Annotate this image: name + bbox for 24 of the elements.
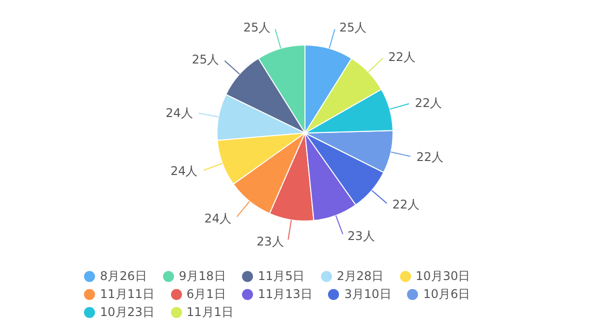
legend-label: 11月13日 — [256, 286, 312, 303]
data-label: 24人 — [170, 164, 198, 178]
data-label: 23人 — [348, 229, 375, 244]
legend-label: 11月5日 — [256, 268, 305, 285]
data-label: 24人 — [166, 106, 193, 120]
legend-label: 9月18日 — [178, 268, 226, 285]
data-label: 25人 — [339, 20, 367, 34]
legend-label: 11月1日 — [186, 304, 234, 321]
legend-label: 3月10日 — [343, 286, 392, 303]
data-label: 25人 — [243, 20, 271, 34]
data-label: 22人 — [414, 96, 442, 110]
data-label: 24人 — [204, 211, 232, 226]
legend-label: 11月11日 — [99, 286, 155, 303]
data-label: 22人 — [392, 198, 420, 212]
legend-label: 8月26日 — [99, 268, 147, 285]
data-label: 22人 — [388, 50, 416, 64]
data-label: 25人 — [192, 52, 220, 66]
data-label: 22人 — [416, 150, 444, 164]
legend-label: 10月30日 — [414, 268, 470, 285]
data-label: 23人 — [256, 234, 284, 249]
legend-label: 6月1日 — [186, 286, 226, 303]
legend-label: 10月6日 — [422, 286, 470, 303]
legend-label: 10月23日 — [99, 304, 155, 321]
legend-label: 2月28日 — [336, 268, 384, 285]
